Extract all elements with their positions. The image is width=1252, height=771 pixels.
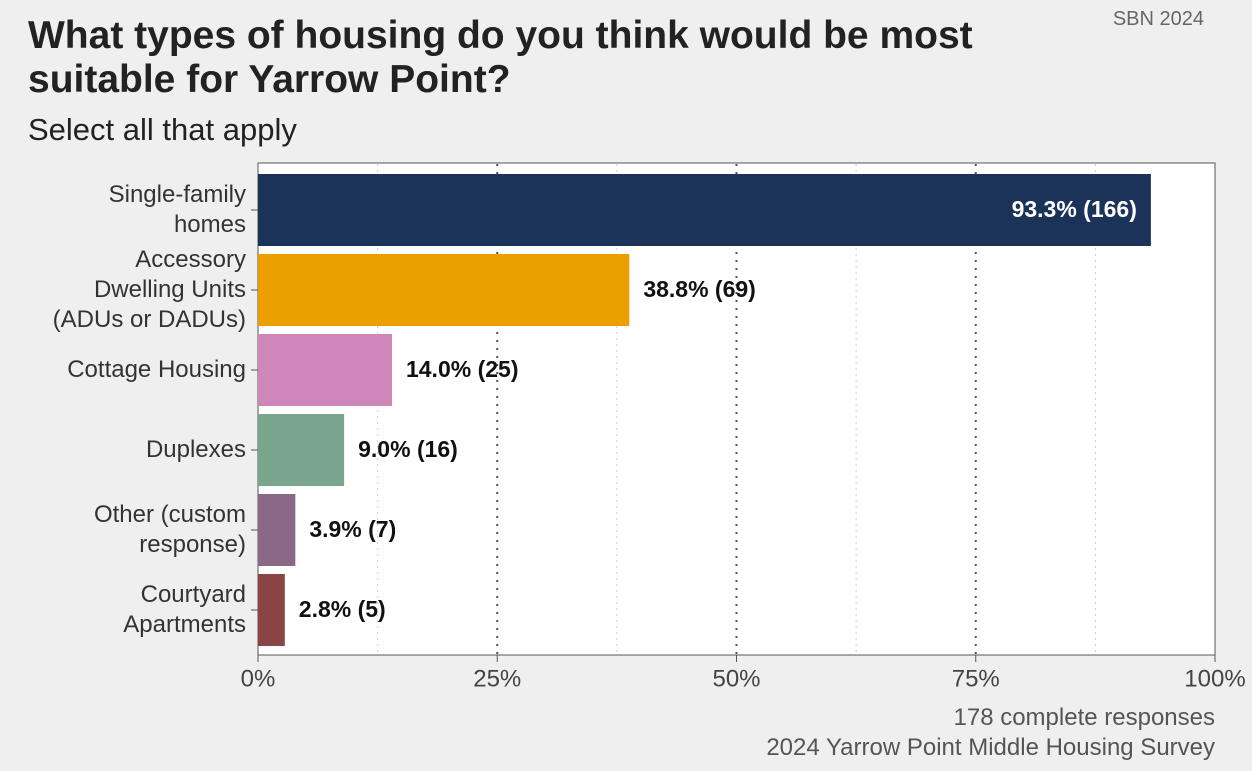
value-label: 2.8% (5) <box>299 596 386 622</box>
y-tick-label: Single-family homes <box>108 181 246 238</box>
value-label: 14.0% (25) <box>406 356 519 382</box>
caption: 2024 Yarrow Point Middle Housing Survey <box>766 734 1215 761</box>
y-tick-label: Accessory Dwelling Units (ADUs or DADUs) <box>52 246 246 333</box>
chart-title: What types of housing do you think would… <box>28 14 973 101</box>
y-tick-label: Courtyard Apartments <box>123 581 246 638</box>
value-label: 3.9% (7) <box>309 516 396 542</box>
bar <box>258 174 1151 246</box>
y-tick-label: Duplexes <box>145 436 246 463</box>
x-tick-label: 25% <box>473 665 521 692</box>
x-tick-label: 0% <box>241 665 276 692</box>
caption: 178 complete responses <box>953 704 1216 731</box>
y-tick-label: Cottage Housing <box>67 356 246 383</box>
value-label: 9.0% (16) <box>358 436 458 462</box>
bar <box>258 334 392 406</box>
bar <box>258 414 345 486</box>
bar <box>258 574 285 646</box>
x-tick-label: 100% <box>1184 665 1245 692</box>
value-label: 93.3% (166) <box>1012 196 1137 222</box>
tag: SBN 2024 <box>1112 8 1204 30</box>
value-label: 38.8% (69) <box>643 276 756 302</box>
bar <box>258 254 630 326</box>
bar <box>258 494 296 566</box>
y-tick-label: Other (custom response) <box>93 501 246 558</box>
x-tick-label: 75% <box>952 665 1000 692</box>
x-tick-label: 50% <box>712 665 760 692</box>
chart-subtitle: Select all that apply <box>28 112 297 147</box>
